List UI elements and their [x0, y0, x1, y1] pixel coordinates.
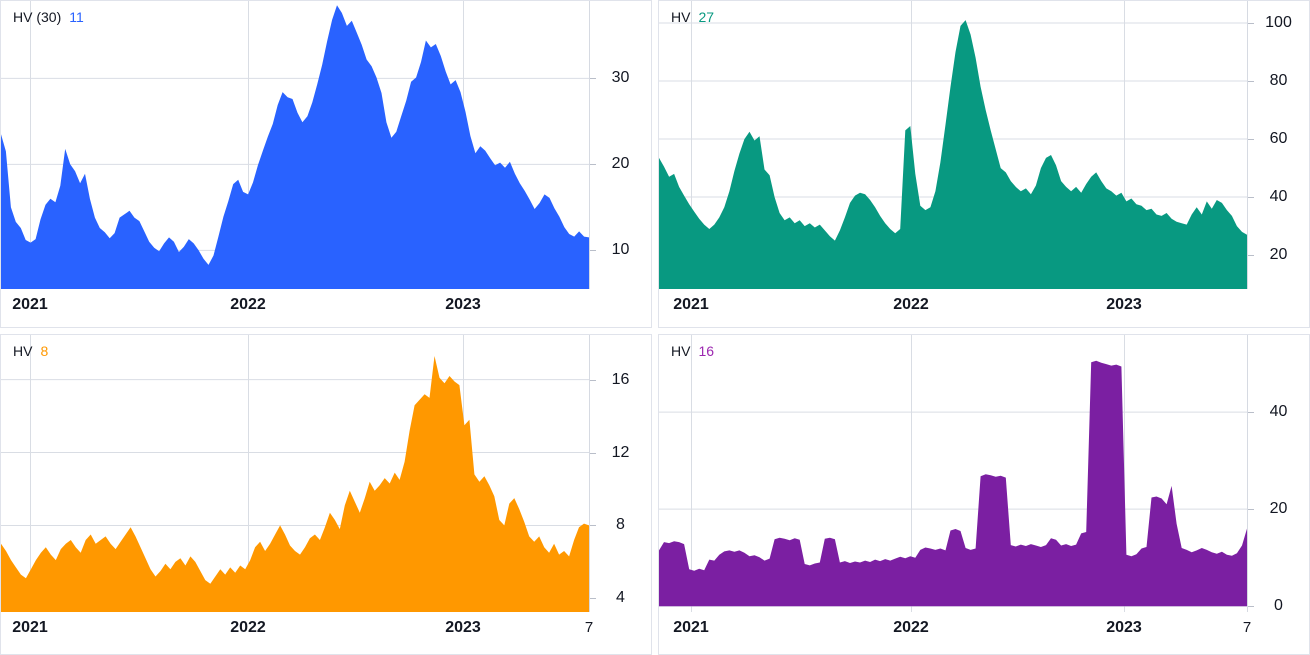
y-axis-hv30[interactable]: 30 20 10 [589, 1, 651, 289]
y-axis-tick-mark [1248, 255, 1254, 256]
legend-value: 27 [698, 9, 715, 25]
legend-label: HV (30) [13, 9, 62, 25]
y-axis-tick-mark [590, 598, 596, 599]
hv-8-area-series [1, 356, 589, 612]
y-axis-tick-label: 60 [1269, 130, 1288, 147]
x-axis-hv-orange[interactable]: 2021 2022 2023 7 [1, 612, 651, 654]
y-axis-tick-label: 0 [1274, 597, 1283, 614]
y-axis-tick-mark [590, 78, 596, 79]
legend-value: 16 [698, 343, 715, 359]
y-axis-tick-label: 80 [1269, 72, 1288, 89]
x-axis-year-label: 2023 [1106, 619, 1142, 636]
x-axis-year-label: 2022 [893, 619, 929, 636]
hv-upper-right-area-chart[interactable] [659, 1, 1247, 289]
y-axis-tick-mark [590, 164, 596, 165]
x-axis-year-label: 2023 [1106, 296, 1142, 313]
y-axis-tick-label: 4 [616, 589, 625, 606]
chart-panel-hv30-blue: HV (30) 11 30 20 10 2021 2022 2023 [0, 0, 652, 328]
chart-panel-hv-orange: HV 8 16 12 8 4 2021 2022 2023 7 [0, 334, 652, 655]
y-axis-hv-purple[interactable]: 40 20 0 [1247, 335, 1309, 614]
x-axis-year-label: 2021 [673, 619, 709, 636]
y-axis-tick-mark [1248, 412, 1254, 413]
x-axis-year-label: 2022 [893, 296, 929, 313]
hv-16-area-series [659, 360, 1247, 607]
y-axis-tick-label: 12 [611, 444, 630, 461]
y-axis-tick-label: 20 [1269, 246, 1288, 263]
y-axis-tick-label: 100 [1265, 14, 1292, 31]
y-axis-tick-mark [1248, 197, 1254, 198]
y-axis-tick-mark [1248, 81, 1254, 82]
x-axis-year-label: 2021 [12, 619, 48, 636]
legend-hv-purple: HV 16 [671, 343, 714, 359]
y-axis-tick-label: 30 [611, 69, 630, 86]
chart-panel-hv-purple: HV 16 40 20 0 2021 2022 2023 7 [658, 334, 1310, 655]
x-axis-year-label: 2022 [230, 296, 266, 313]
legend-value: 11 [69, 9, 84, 25]
y-axis-tick-label: 16 [611, 371, 630, 388]
y-axis-tick-mark [590, 250, 596, 251]
plot-area-hv-teal[interactable]: HV 27 [659, 1, 1247, 289]
hv-8-area-chart[interactable] [1, 335, 589, 612]
legend-label: HV [671, 9, 691, 25]
y-axis-tick-label: 40 [1269, 403, 1288, 420]
y-axis-tick-label: 10 [611, 241, 630, 258]
y-axis-tick-label: 20 [1269, 500, 1288, 517]
y-axis-tick-mark [1248, 23, 1254, 24]
y-axis-tick-mark [1248, 509, 1254, 510]
x-axis-year-label: 2023 [445, 296, 481, 313]
y-axis-tick-mark [1248, 139, 1254, 140]
y-axis-hv-teal[interactable]: 100 80 60 40 20 [1247, 1, 1309, 289]
x-axis-month-label: 7 [1242, 619, 1252, 636]
legend-label: HV [13, 343, 33, 359]
x-axis-year-label: 2023 [445, 619, 481, 636]
legend-value: 8 [40, 343, 49, 359]
y-axis-tick-mark [590, 380, 596, 381]
hv-16-area-chart[interactable] [659, 335, 1247, 612]
legend-hv-teal: HV 27 [671, 9, 714, 25]
x-axis-year-label: 2021 [12, 296, 48, 313]
plot-area-hv30[interactable]: HV (30) 11 [1, 1, 589, 289]
y-axis-tick-mark [590, 453, 596, 454]
y-axis-tick-label: 20 [611, 155, 630, 172]
hv-30-area-chart[interactable] [1, 1, 589, 289]
legend-hv-orange: HV 8 [13, 343, 48, 359]
plot-area-hv-purple[interactable]: HV 16 [659, 335, 1247, 612]
plot-area-hv-orange[interactable]: HV 8 [1, 335, 589, 612]
y-axis-tick-label: 40 [1269, 188, 1288, 205]
x-axis-hv30[interactable]: 2021 2022 2023 [1, 289, 651, 327]
hv-upper-right-area-series [659, 20, 1247, 289]
chart-panel-hv-teal: HV 27 100 80 60 40 20 2021 2022 2023 [658, 0, 1310, 328]
y-axis-tick-mark [590, 525, 596, 526]
legend-hv30: HV (30) 11 [13, 9, 84, 25]
x-axis-hv-teal[interactable]: 2021 2022 2023 [659, 289, 1309, 327]
y-axis-tick-label: 8 [616, 516, 625, 533]
x-axis-year-label: 2022 [230, 619, 266, 636]
x-axis-month-label: 7 [584, 619, 594, 636]
y-axis-hv-orange[interactable]: 16 12 8 4 [589, 335, 651, 612]
x-axis-year-label: 2021 [673, 296, 709, 313]
y-axis-tick-mark [1248, 606, 1254, 607]
legend-label: HV [671, 343, 691, 359]
x-axis-hv-purple[interactable]: 2021 2022 2023 7 [659, 612, 1309, 654]
hv-30-area-series [1, 5, 589, 289]
